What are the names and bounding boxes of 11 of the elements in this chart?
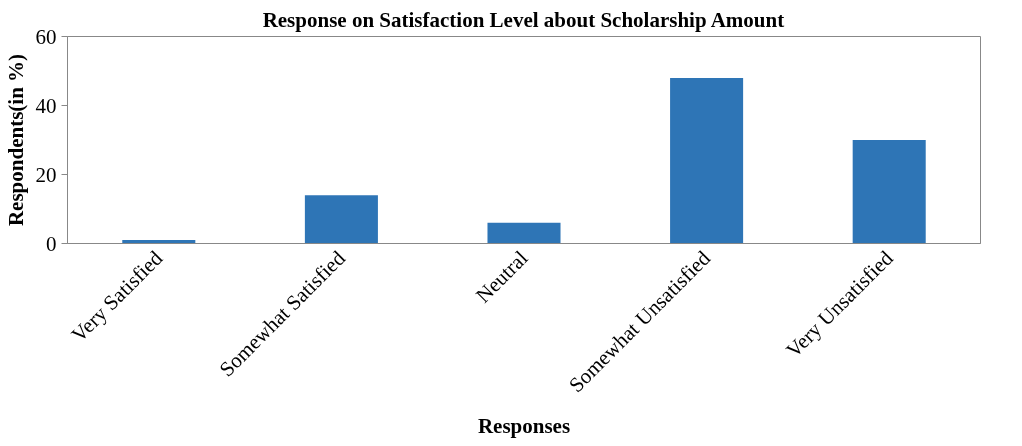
y-tick-label: 20 (35, 162, 57, 187)
chart-title: Response on Satisfaction Level about Scholarship Amount (262, 7, 785, 32)
y-axis-title: Respondents(in %) (3, 53, 28, 227)
y-tick-label: 60 (35, 24, 57, 49)
bar (304, 195, 378, 244)
bar (487, 222, 561, 244)
y-tick-label: 40 (35, 93, 57, 118)
bar (670, 77, 744, 244)
y-tick-label: 0 (46, 231, 57, 256)
bar (852, 140, 926, 244)
x-axis-title: Responses (477, 413, 571, 438)
